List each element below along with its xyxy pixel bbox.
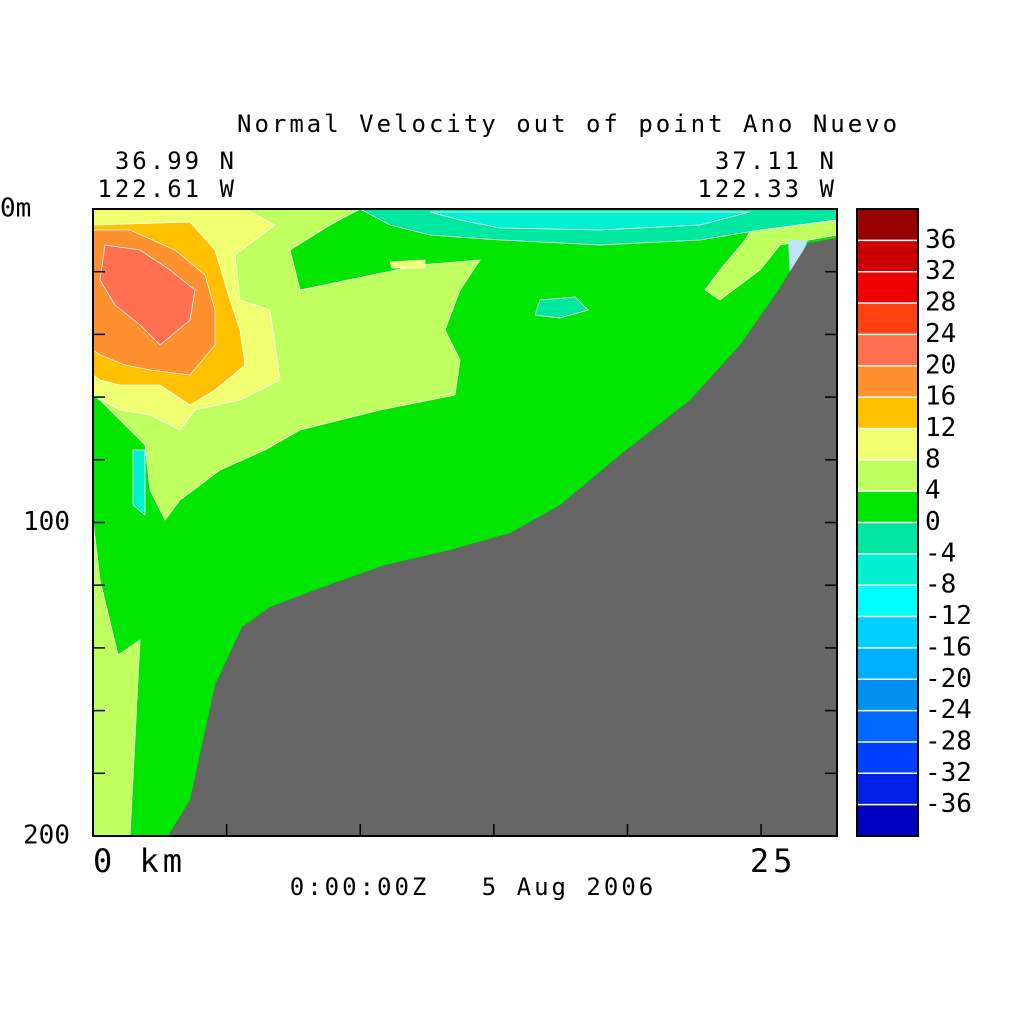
colorbar-label: 32 — [925, 256, 956, 286]
colorbar-band — [857, 271, 918, 304]
colorbar-band — [857, 585, 918, 617]
colorbar-band — [857, 804, 918, 836]
colorbar-label: -36 — [925, 789, 972, 819]
y-tick-label: 200 — [23, 821, 70, 851]
y-tick-label: 100 — [23, 507, 70, 537]
contour-region — [99, 244, 196, 346]
corner-label: 36.99 N — [115, 147, 237, 175]
colorbar-label: -28 — [925, 726, 972, 756]
colorbar-frame — [856, 208, 919, 837]
colorbar-band — [857, 710, 918, 742]
colorbar-band — [857, 240, 918, 272]
contour-region — [132, 449, 146, 516]
colorbar-band — [857, 209, 918, 241]
colorbar-band — [857, 428, 918, 460]
x-tick-label: 25 — [750, 842, 797, 880]
colorbar-label: -8 — [925, 570, 956, 600]
colorbar-band — [857, 773, 918, 805]
corner-label: 122.33 W — [697, 175, 837, 203]
colorbar-label: -4 — [925, 538, 956, 568]
colorbar-label: -32 — [925, 758, 972, 788]
colorbar-band — [857, 397, 918, 429]
colorbar-label: 0 — [925, 507, 941, 537]
y-tick-label: 0m — [0, 194, 31, 224]
contour-region — [389, 259, 426, 269]
colorbar-label: 8 — [925, 444, 941, 474]
colorbar-label: 12 — [925, 413, 956, 443]
terrain — [168, 238, 837, 836]
colorbar-label: -20 — [925, 664, 972, 694]
colorbar-label: 16 — [925, 382, 956, 412]
colorbar-band — [857, 522, 918, 554]
colorbar-label: 4 — [925, 476, 941, 506]
colorbar-band — [857, 647, 918, 680]
colorbar-band — [857, 303, 918, 335]
colorbar-label: 28 — [925, 288, 956, 318]
colorbar-band — [857, 459, 918, 492]
colorbar-label: 20 — [925, 350, 956, 380]
colorbar-band — [857, 741, 918, 774]
colorbar-band — [857, 365, 918, 398]
x-tick-label: 0 km — [93, 842, 186, 880]
subtitle: 0:00:00Z 5 Aug 2006 — [290, 873, 656, 901]
chart-title: Normal Velocity out of point Ano Nuevo — [237, 110, 900, 138]
colorbar-label: 24 — [925, 319, 956, 349]
colorbar-band — [857, 616, 918, 648]
colorbar-label: 36 — [925, 225, 956, 255]
corner-label: 122.61 W — [97, 175, 237, 203]
colorbar-label: -24 — [925, 695, 972, 725]
colorbar-label: -12 — [925, 601, 972, 631]
contour-region — [534, 296, 589, 319]
colorbar-band — [857, 679, 918, 711]
contour-region — [429, 211, 751, 231]
colorbar-band — [857, 334, 918, 366]
colorbar-label: -16 — [925, 632, 972, 662]
colorbar-band — [857, 553, 918, 586]
colorbar-band — [857, 491, 918, 523]
corner-label: 37.11 N — [715, 147, 837, 175]
